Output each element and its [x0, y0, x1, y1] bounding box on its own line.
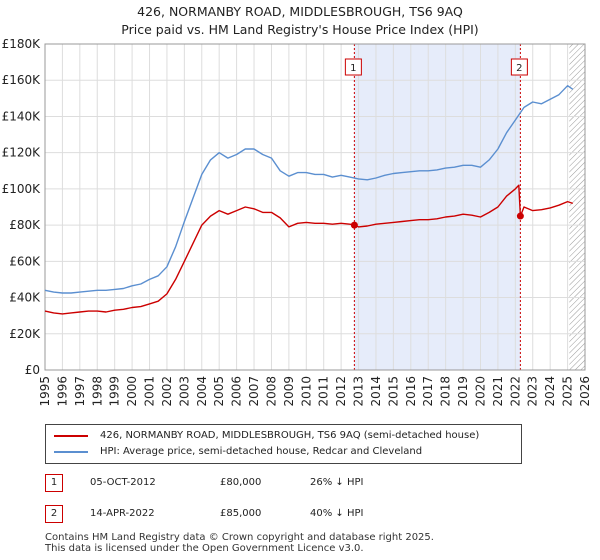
x-tick-label: 2011 [317, 376, 331, 407]
y-tick-label: £40K [9, 291, 41, 305]
sale-point [516, 212, 524, 220]
legend-swatch-property [54, 434, 88, 437]
x-tick-label: 2002 [160, 376, 174, 407]
plot-border [44, 43, 586, 371]
x-tick-label: 2001 [143, 376, 157, 407]
x-tick-label: 2024 [543, 376, 557, 407]
shaded-period [354, 44, 521, 370]
chart-title: 426, NORMANBY ROAD, MIDDLESBROUGH, TS6 9… [0, 3, 600, 39]
sale-label: 2 [516, 63, 522, 74]
legend-item-hpi: HPI: Average price, semi-detached house,… [54, 446, 422, 457]
sale-label-box [344, 58, 362, 76]
x-tick-label: 2026 [578, 376, 592, 407]
y-tick-label: £60K [9, 254, 41, 268]
x-tick-label: 2004 [195, 376, 209, 407]
x-tick-label: 2005 [212, 376, 226, 407]
x-tick-label: 1999 [108, 376, 122, 407]
x-tick-label: 2021 [491, 376, 505, 407]
legend-swatch-hpi [54, 450, 88, 453]
x-tick-label: 2014 [369, 376, 383, 407]
y-tick-label: £0 [25, 363, 40, 377]
x-tick-label: 1995 [38, 376, 52, 407]
x-tick-label: 1998 [90, 376, 104, 407]
x-tick-label: 2025 [561, 376, 575, 407]
x-tick-label: 2013 [352, 376, 366, 407]
transaction-hpi-diff: 26% ↓ HPI [310, 477, 364, 488]
title-subtitle: Price paid vs. HM Land Registry's House … [121, 22, 479, 37]
x-tick-label: 2016 [404, 376, 418, 407]
x-tick-label: 2008 [264, 376, 278, 407]
sale-point [350, 221, 358, 229]
x-tick-label: 2022 [508, 376, 522, 407]
x-tick-label: 1996 [55, 376, 69, 407]
transaction-date: 05-OCT-2012 [90, 477, 156, 488]
hatched-region [569, 44, 585, 370]
hpi-line [44, 84, 574, 294]
x-tick-label: 2023 [526, 376, 540, 407]
footer: Contains HM Land Registry data © Crown c… [45, 532, 434, 554]
transaction-date: 14-APR-2022 [90, 508, 155, 519]
legend-label-property: 426, NORMANBY ROAD, MIDDLESBROUGH, TS6 9… [100, 430, 480, 441]
legend-label-hpi: HPI: Average price, semi-detached house,… [100, 446, 423, 457]
legend: 426, NORMANBY ROAD, MIDDLESBROUGH, TS6 9… [45, 424, 522, 464]
legend-item-property: 426, NORMANBY ROAD, MIDDLESBROUGH, TS6 9… [54, 430, 479, 441]
transaction-marker: 1 [45, 474, 63, 492]
y-tick-label: £120K [2, 146, 42, 160]
transaction-hpi-diff: 40% ↓ HPI [310, 508, 364, 519]
y-tick-label: £80K [9, 218, 41, 232]
x-tick-label: 2007 [247, 376, 261, 407]
x-tick-label: 2019 [456, 376, 470, 407]
x-tick-label: 2003 [177, 376, 191, 407]
price-chart: £0 £20K £40K £60K £80K £100K £120K £140K £160K £1… [2, 37, 592, 407]
sale-label-box [510, 58, 528, 76]
y-tick-label: £20K [9, 327, 41, 341]
y-tick-label: £100K [2, 182, 42, 196]
transaction-price: £80,000 [220, 477, 262, 488]
y-tick-label: £160K [2, 73, 42, 87]
y-tick-label: £140K [2, 109, 42, 123]
title-address: 426, NORMANBY ROAD, MIDDLESBROUGH, TS6 9… [137, 4, 463, 19]
x-tick-label: 2015 [386, 376, 400, 407]
footer-copyright: Contains HM Land Registry data © Crown c… [45, 532, 434, 543]
x-tick-label: 2018 [439, 376, 453, 407]
x-tick-label: 2006 [230, 376, 244, 407]
x-tick-label: 2017 [421, 376, 435, 407]
x-tick-label: 2010 [299, 376, 313, 407]
y-tick-label: £180K [2, 37, 42, 51]
x-tick-label: 2012 [334, 376, 348, 407]
x-tick-label: 2009 [282, 376, 296, 407]
x-tick-label: 2020 [473, 376, 487, 407]
x-tick-label: 1997 [73, 376, 87, 407]
property-price-line [44, 184, 574, 315]
x-tick-label: 2000 [125, 376, 139, 407]
sale-label: 1 [350, 63, 356, 74]
transaction-price: £85,000 [220, 508, 262, 519]
footer-licence: This data is licensed under the Open Gov… [45, 543, 364, 554]
transaction-marker: 2 [45, 505, 63, 523]
